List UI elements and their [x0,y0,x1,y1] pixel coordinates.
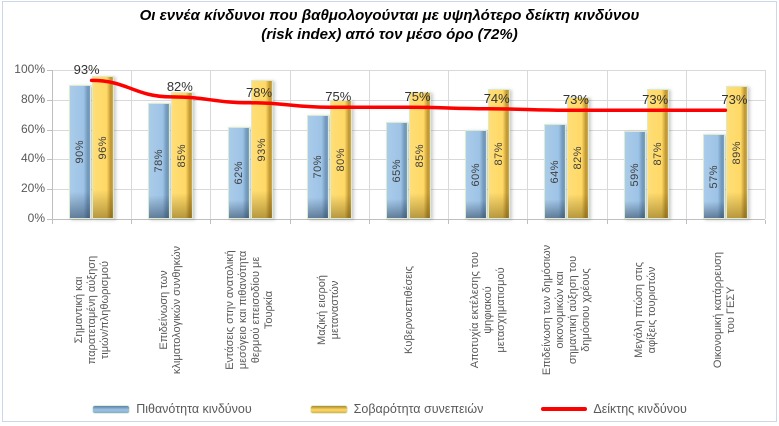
bar-severity-4: 80% [329,99,352,219]
bar-severity-5: 85% [409,92,431,219]
severity-bar-swatch-icon [309,404,348,414]
gridline [52,99,765,101]
y-axis-label: 0% [27,211,45,225]
gridline [527,70,529,219]
gridline [52,70,765,71]
x-axis-line [52,219,765,220]
gridline [448,70,450,219]
bar-severity-8: 87% [646,89,669,219]
x-axis-tick [606,220,608,224]
gridline [289,70,291,219]
bar-severity-9: 89% [725,86,748,219]
gridline [685,70,687,219]
legend-label-probability: Πιθανότητα κινδύνου [136,402,252,416]
gridline [52,159,765,161]
bar-probability-9: 57% [702,134,725,219]
chart-title: Οι εννέα κίνδυνοι που βαθμολογούνται με … [139,7,640,43]
x-axis-tick [52,220,53,224]
risk-index-label: 73% [642,92,669,108]
x-axis-tick [527,220,529,224]
risk-index-label: 78% [246,84,273,100]
x-axis-tick [210,220,212,224]
legend-item-risk-index: Δείκτης κινδύνου [541,402,687,416]
gridline [765,70,766,219]
x-axis-tick [685,220,687,224]
legend-item-probability: Πιθανότητα κινδύνου [92,402,252,416]
bar-severity-7: 82% [567,96,590,219]
y-axis-tick [47,70,52,71]
risk-index-label: 73% [721,92,748,108]
bar-probability-5: 65% [386,122,408,219]
category-label-4: Μαζική εισροή μεταναστών [316,275,342,345]
category-label-5: Κυβερνοεπιθέσεις [402,266,414,354]
y-axis-tick [47,219,52,220]
bar-probability-2: 78% [148,102,171,219]
risk-index-label: 93% [73,62,100,78]
legend-label-severity: Σοβαρότητα συνεπειών [353,402,484,416]
x-axis-tick [289,220,291,224]
category-label-8: Μεγάλη πτώση στις αφίξεις τουριστών [633,262,659,358]
y-axis-tick [47,159,52,161]
category-label-1: Σημαντική και παρατεταμένη αύξηση τιμών/… [72,255,111,365]
bar-probability-3: 62% [227,126,250,219]
category-label-3: Εντάσεις στην ανατολική μεσόγειο και πιθ… [224,250,276,370]
plot-area: 0% 20% 40% 60% 80% 100% 90% 78% 62% 70% 65% 60% 64% 5… [14,62,766,225]
category-label-9: Οικονομική κατάρρευση του ΓΕΣΥ [712,251,738,369]
risk-index-label: 74% [483,90,510,106]
y-axis-label: 100% [14,62,45,76]
y-axis-tick [47,189,52,191]
x-axis-tick [448,220,450,224]
y-axis-label: 40% [20,151,45,166]
x-axis-tick [368,220,370,224]
risk-index-line [89,78,728,112]
category-label-2: Επιδείνωση των κλιματολογικών συνθηκών [157,245,183,375]
gridline [210,70,212,219]
risk-index-line-swatch-icon [541,407,588,411]
bar-severity-3: 93% [250,80,273,219]
risk-index-label: 82% [166,78,193,94]
risk-index-label: 73% [562,92,589,108]
risk-index-label: 75% [325,89,352,105]
risk-index-label: 75% [404,89,431,105]
y-axis-line [52,70,53,219]
legend: Πιθανότητα κινδύνου Σοβαρότητα συνεπειών… [0,398,779,420]
bar-probability-6: 60% [465,129,488,219]
gridline [52,129,765,131]
bar-severity-2: 85% [171,92,194,219]
x-axis-tick [131,220,133,224]
y-axis-tick [47,129,52,131]
probability-bar-swatch-icon [92,404,131,414]
gridline [131,70,133,219]
legend-item-severity: Σοβαρότητα συνεπειών [309,402,484,416]
gridline [368,70,370,219]
category-label-7: Επιδείνωση των δημόσιων οικονομικών και … [540,244,592,376]
bar-probability-7: 64% [544,123,567,219]
legend-label-risk-index: Δείκτης κινδύνου [593,402,687,416]
y-axis-label: 80% [20,91,45,106]
bar-probability-4: 70% [306,114,329,219]
y-axis-label: 20% [20,181,45,196]
bar-probability-1: 90% [69,84,92,219]
bar-severity-1: 96% [92,75,115,219]
y-axis-label: 60% [20,121,45,136]
bar-severity-6: 87% [488,89,511,219]
y-axis-tick [47,99,52,101]
bar-probability-8: 59% [623,131,646,219]
category-label-6: Αποτυχία εκτέλεσης του ψηφιακού μετασχημ… [468,251,507,369]
x-axis-tick [765,220,766,224]
gridline [606,70,608,219]
gridline [52,189,765,191]
